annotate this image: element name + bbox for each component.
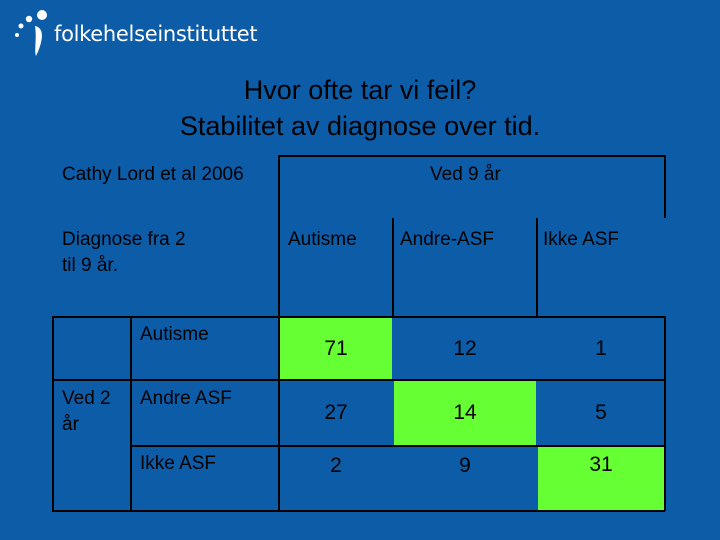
col-header-autism: Autisme xyxy=(288,229,357,250)
slide-title: Hvor ofte tar vi feil? Stabilitet av dia… xyxy=(0,72,720,144)
col-header-other-asd: Andre-ASF xyxy=(400,229,494,250)
at-2-years-line-1: Ved 2 xyxy=(62,388,111,409)
cell-autism-autism: 71 xyxy=(280,318,392,379)
at-2-years-line-2: år xyxy=(62,414,79,435)
fhi-logo-icon xyxy=(15,10,47,56)
table-row-divider-2 xyxy=(130,445,665,447)
table-divider-left-labels xyxy=(130,316,132,511)
cell-other-asd-other-asd: 14 xyxy=(394,381,536,445)
row-label-autism: Autisme xyxy=(140,324,209,345)
table-top-border xyxy=(278,155,666,157)
cell-not-asd-other-asd: 9 xyxy=(459,454,471,477)
citation: Cathy Lord et al 2006 xyxy=(62,164,244,185)
at-9-years-header: Ved 9 år xyxy=(430,164,501,185)
row-label-other-asd: Andre ASF xyxy=(140,388,232,409)
cell-autism-other-asd: 12 xyxy=(453,336,477,360)
row-axis-label-line-1: Diagnose fra 2 xyxy=(62,229,186,250)
table-row-divider-1 xyxy=(52,379,665,381)
row-label-not-asd: Ikke ASF xyxy=(140,453,217,474)
cell-autism-not-asd: 1 xyxy=(595,336,607,360)
title-line-2: Stabilitet av diagnose over tid. xyxy=(179,111,541,141)
cell-other-asd-not-asd: 5 xyxy=(595,401,607,424)
table-bottom-border xyxy=(52,510,665,512)
table-left-border xyxy=(278,155,280,511)
title-line-1: Hvor ofte tar vi feil? xyxy=(243,75,477,105)
cell-other-asd-autism: 27 xyxy=(324,401,348,424)
row-axis-label: Diagnose fra 2 til 9 år. xyxy=(62,227,186,279)
table-divider-col3 xyxy=(536,218,538,316)
at-2-years-label: Ved 2 år xyxy=(62,386,111,438)
table-right-border-lower xyxy=(664,316,666,511)
logo: folkehelseinstituttet xyxy=(6,6,258,60)
cell-not-asd-not-asd: 31 xyxy=(538,447,664,510)
table-row-top-border xyxy=(52,316,665,318)
logo-text: folkehelseinstituttet xyxy=(54,22,258,46)
col-header-not-asd: Ikke ASF xyxy=(543,229,620,250)
cell-not-asd-autism: 2 xyxy=(330,454,342,477)
table-right-border-upper xyxy=(664,155,666,218)
table-left-outer-border xyxy=(52,316,54,511)
table-divider-col2 xyxy=(392,218,394,316)
row-axis-label-line-2: til 9 år. xyxy=(62,255,118,276)
